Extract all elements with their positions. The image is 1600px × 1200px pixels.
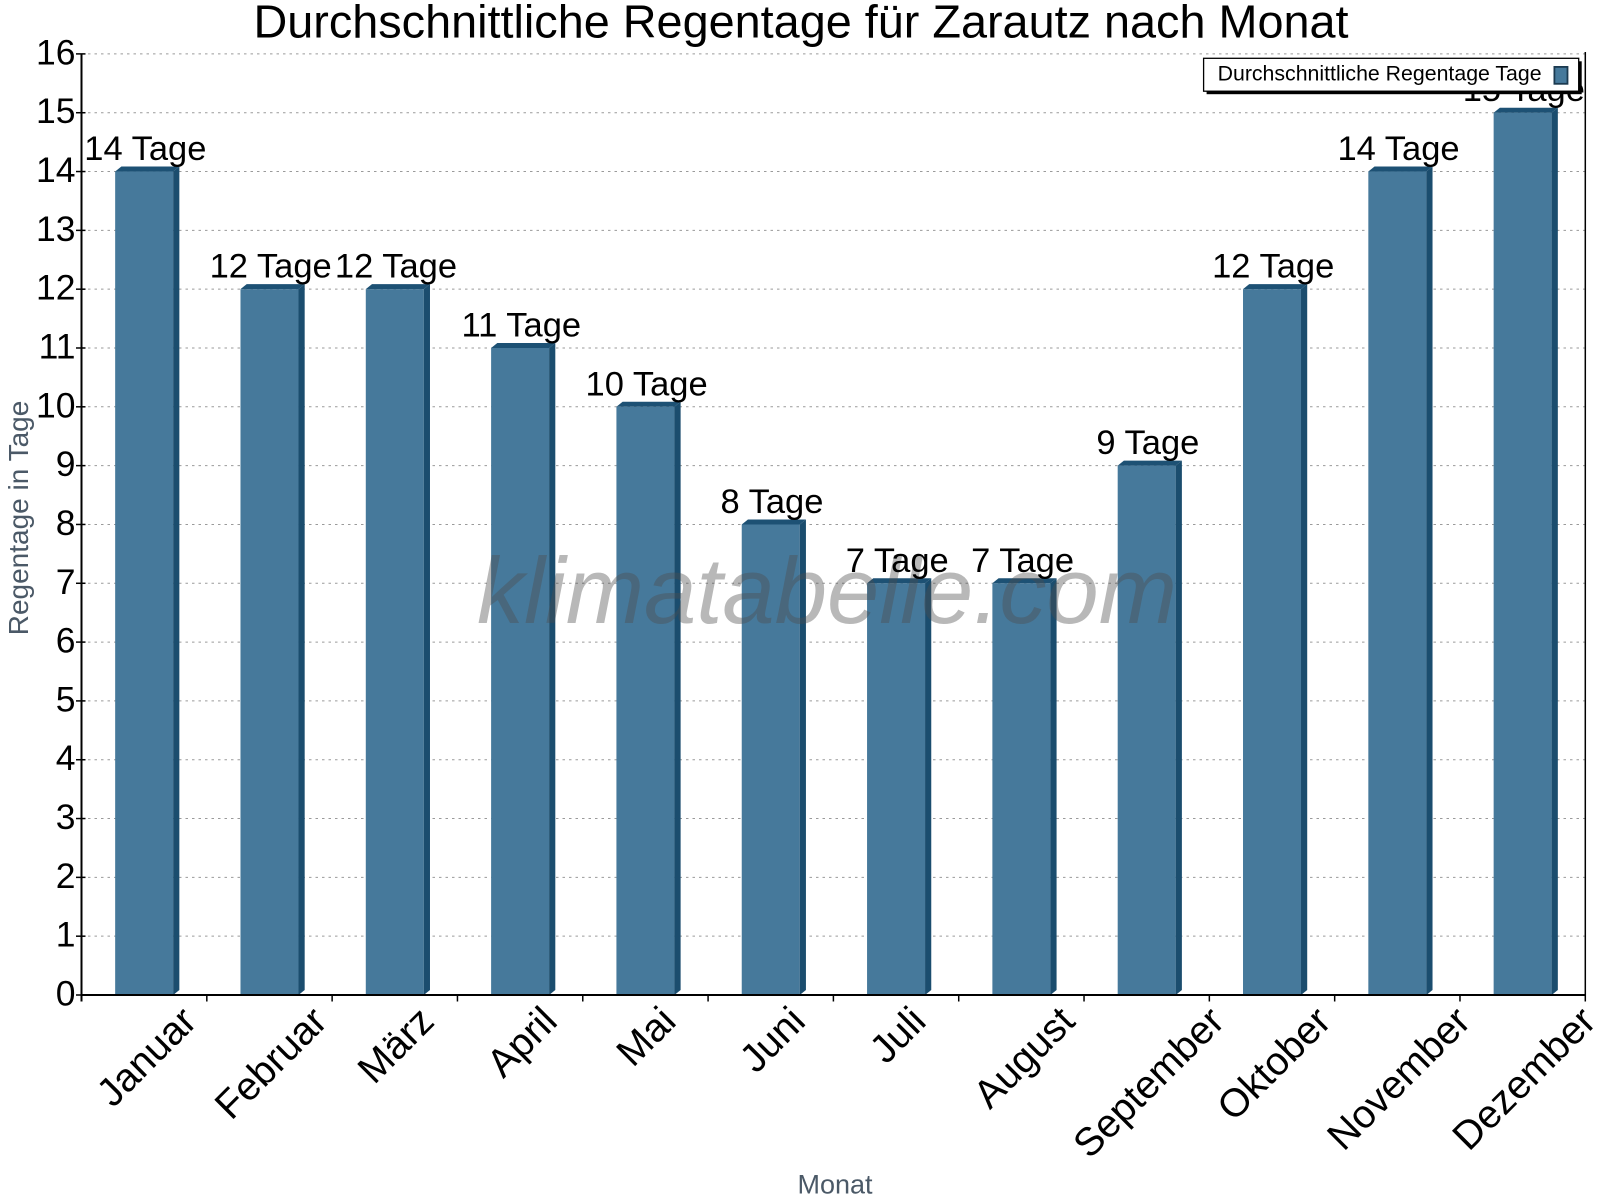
svg-text:12: 12 (36, 268, 76, 308)
svg-text:3: 3 (56, 797, 76, 837)
svg-text:1: 1 (56, 915, 76, 955)
svg-text:2: 2 (56, 856, 76, 896)
svg-text:Durchschnittliche Regentage fü: Durchschnittliche Regentage für Zarautz … (253, 0, 1348, 48)
svg-text:14: 14 (36, 150, 76, 190)
svg-text:14 Tage: 14 Tage (1337, 130, 1459, 168)
svg-text:12 Tage: 12 Tage (335, 248, 457, 286)
svg-text:0: 0 (56, 974, 76, 1014)
svg-text:15: 15 (36, 91, 76, 131)
svg-text:11 Tage: 11 Tage (462, 306, 582, 344)
svg-text:6: 6 (56, 621, 76, 661)
svg-text:7: 7 (56, 562, 76, 602)
svg-text:12 Tage: 12 Tage (210, 248, 332, 286)
svg-text:9: 9 (56, 444, 76, 484)
svg-text:10 Tage: 10 Tage (586, 365, 708, 403)
svg-text:4: 4 (56, 738, 76, 778)
svg-text:Durchschnittliche Regentage Ta: Durchschnittliche Regentage Tage (1218, 62, 1542, 86)
svg-text:14 Tage: 14 Tage (84, 130, 206, 168)
svg-text:10: 10 (36, 385, 76, 425)
svg-text:12 Tage: 12 Tage (1212, 248, 1334, 286)
svg-text:8 Tage: 8 Tage (720, 483, 823, 521)
svg-text:5: 5 (56, 679, 76, 719)
svg-text:16: 16 (36, 32, 76, 72)
svg-text:Regentage in Tage: Regentage in Tage (3, 401, 34, 636)
svg-text:8: 8 (56, 503, 76, 543)
svg-text:klimatabelle.com: klimatabelle.com (477, 538, 1177, 643)
svg-text:7 Tage: 7 Tage (846, 542, 949, 580)
svg-text:7 Tage: 7 Tage (971, 542, 1074, 580)
svg-text:9 Tage: 9 Tage (1096, 424, 1199, 462)
svg-text:13: 13 (36, 209, 76, 249)
svg-text:11: 11 (39, 326, 76, 366)
svg-text:Monat: Monat (797, 1170, 873, 1200)
